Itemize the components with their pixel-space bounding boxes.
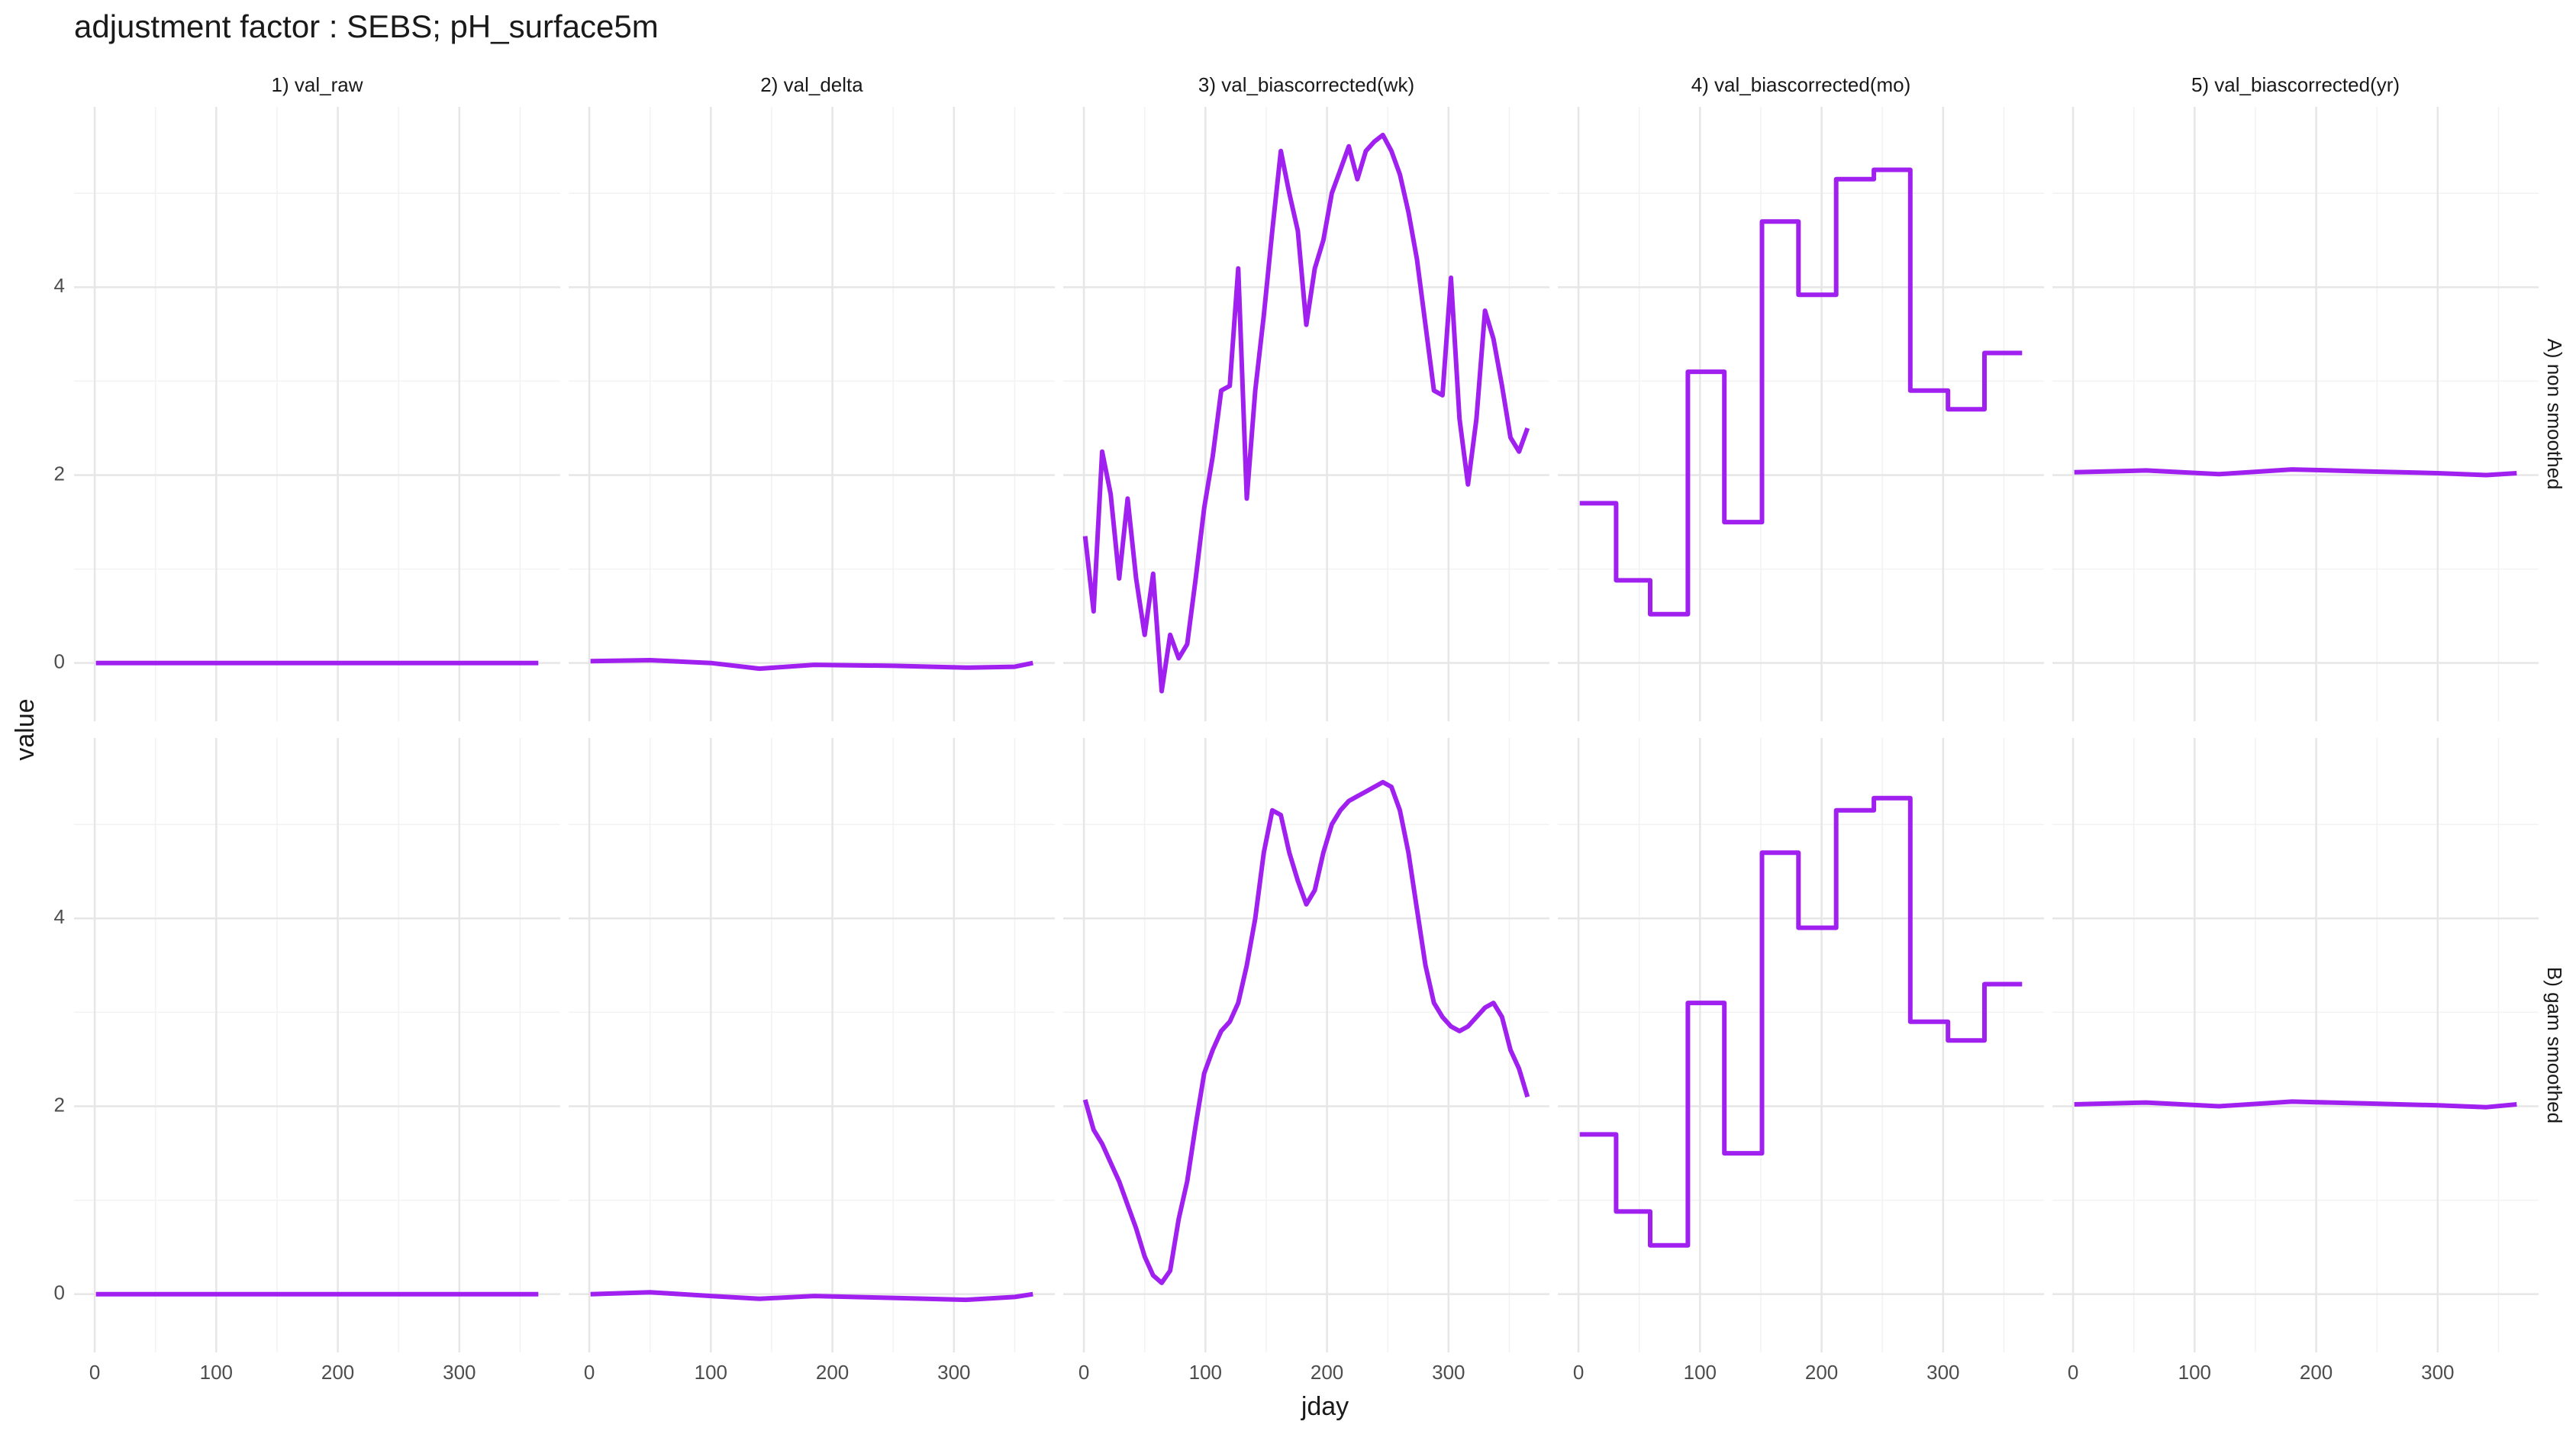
- y-tick-label: 2: [54, 1093, 65, 1116]
- data-line: [2074, 1099, 2517, 1110]
- x-tick-label: 300: [1432, 1361, 1465, 1384]
- row-strip-label: B) gam smoothed: [2543, 967, 2566, 1123]
- column-strip-label: 1) val_raw: [272, 73, 363, 96]
- x-tick-label: 300: [1926, 1361, 1959, 1384]
- x-tick-label: 100: [200, 1361, 233, 1384]
- x-tick-label: 300: [2421, 1361, 2454, 1384]
- data-line: [590, 1290, 1033, 1303]
- x-tick-label: 200: [1805, 1361, 1838, 1384]
- x-tick-label: 300: [443, 1361, 476, 1384]
- x-tick-label: 100: [1189, 1361, 1222, 1384]
- x-tick-label: 100: [2178, 1361, 2211, 1384]
- y-tick-label: 0: [54, 650, 65, 673]
- chart-title: adjustment factor : SEBS; pH_surface5m: [74, 8, 659, 44]
- x-tick-label: 0: [584, 1361, 595, 1384]
- y-tick-label: 2: [54, 462, 65, 485]
- data-line: [1082, 132, 1530, 694]
- x-tick-label: 0: [1573, 1361, 1584, 1384]
- y-tick-label: 4: [54, 274, 65, 297]
- data-line: [1579, 795, 2023, 1248]
- x-tick-label: 300: [937, 1361, 970, 1384]
- x-tick-label: 0: [89, 1361, 100, 1384]
- row-strip-label: A) non smoothed: [2543, 338, 2566, 489]
- x-tick-label: 200: [321, 1361, 354, 1384]
- x-tick-label: 200: [2300, 1361, 2333, 1384]
- x-tick-label: 0: [1078, 1361, 1089, 1384]
- column-strip-label: 5) val_biascorrected(yr): [2191, 73, 2400, 96]
- y-tick-label: 0: [54, 1281, 65, 1304]
- data-line: [590, 658, 1033, 672]
- y-axis-title: value: [11, 698, 40, 760]
- x-tick-label: 0: [2068, 1361, 2078, 1384]
- y-tick-label: 4: [54, 905, 65, 928]
- data-line: [1082, 779, 1530, 1285]
- x-tick-label: 100: [695, 1361, 727, 1384]
- x-tick-label: 200: [1311, 1361, 1343, 1384]
- column-strip-label: 4) val_biascorrected(mo): [1691, 73, 1911, 96]
- x-tick-label: 100: [1684, 1361, 1717, 1384]
- data-line: [2074, 467, 2517, 478]
- x-axis-title: jday: [1301, 1392, 1349, 1421]
- x-tick-label: 200: [816, 1361, 849, 1384]
- column-strip-label: 3) val_biascorrected(wk): [1198, 73, 1414, 96]
- column-strip-label: 2) val_delta: [760, 73, 863, 96]
- data-line: [1579, 167, 2023, 617]
